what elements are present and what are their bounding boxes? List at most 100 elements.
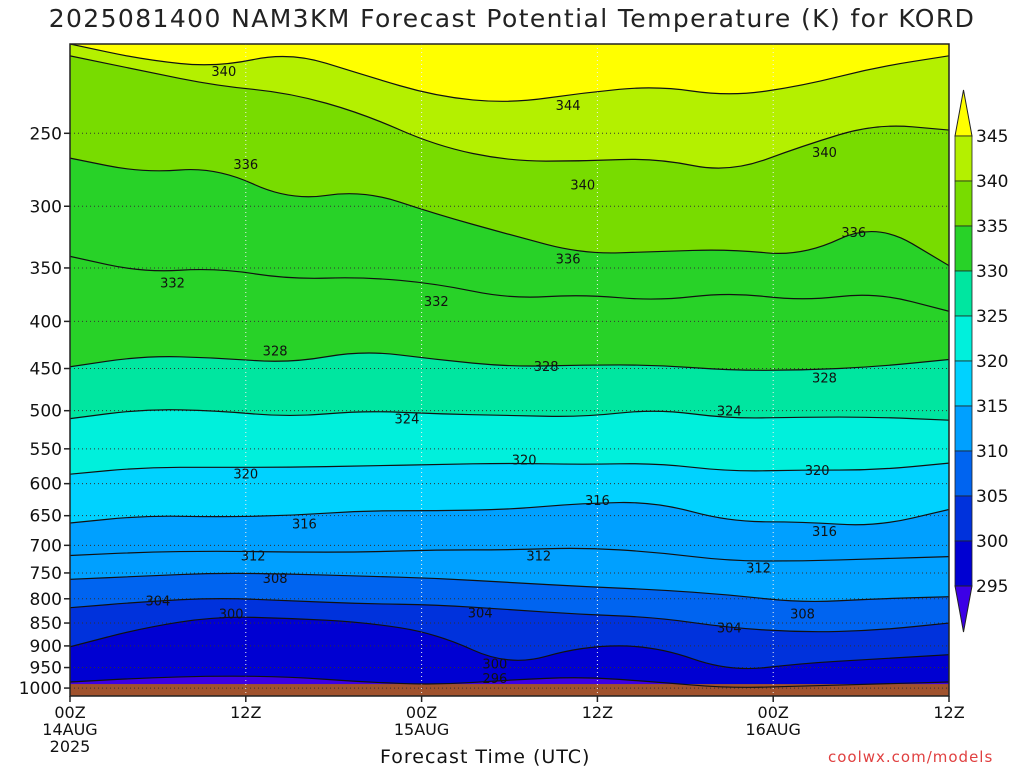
band-300 — [70, 617, 949, 696]
contour-344 — [70, 44, 949, 102]
contour-300 — [70, 616, 949, 670]
contour-label-328-9: 328 — [263, 344, 288, 359]
colorbar-label-325: 325 — [976, 307, 1008, 327]
contour-296 — [70, 675, 949, 688]
colorbar-label-345: 345 — [976, 127, 1008, 147]
y-tick-label-750: 750 — [30, 564, 62, 584]
colorbar-label-340: 340 — [976, 172, 1008, 192]
contour-label-308-23: 308 — [263, 572, 288, 587]
colorbar-band-305 — [954, 450, 973, 497]
contour-label-324-12: 324 — [395, 413, 420, 428]
y-tick-label-1000: 1000 — [19, 679, 62, 699]
y-tick-label-600: 600 — [30, 475, 62, 495]
contour-label-300-28: 300 — [219, 608, 244, 623]
ground-area — [70, 684, 949, 696]
y-tick-label-250: 250 — [30, 124, 62, 144]
contour-308 — [70, 572, 949, 603]
colorbar: 345 340 335 330 325 320 315 310 305 300 295 — [954, 89, 1008, 633]
contour-label-320-14: 320 — [233, 468, 258, 483]
contour-340 — [70, 55, 949, 169]
x-tick-label-60-0: 12Z — [933, 703, 964, 722]
colorbar-label-315: 315 — [976, 397, 1008, 417]
y-tick-label-850: 850 — [30, 614, 62, 634]
y-tick-label-350: 350 — [30, 259, 62, 279]
plot-frame — [69, 43, 950, 697]
y-tick-label-500: 500 — [30, 402, 62, 422]
ground-rect — [70, 684, 949, 696]
contour-label-300-29: 300 — [482, 657, 507, 672]
filled-contours — [70, 44, 949, 696]
colorbar-bottom-arrow — [954, 585, 973, 633]
contour-label-296-30: 296 — [482, 672, 507, 687]
contour-label-340-3: 340 — [570, 178, 595, 193]
y-tick-label-550: 550 — [30, 440, 62, 460]
contour-lines — [70, 44, 949, 688]
x-tick-label-36-0: 12Z — [582, 703, 613, 722]
contour-304 — [70, 598, 949, 633]
colorbar-band-340 — [954, 135, 973, 182]
contour-label-304-25: 304 — [145, 594, 170, 609]
y-tick-label-950: 950 — [30, 659, 62, 679]
contour-label-312-20: 312 — [241, 549, 266, 564]
credit-text: coolwx.com/models — [828, 748, 994, 766]
y-tick-label-700: 700 — [30, 536, 62, 556]
colorbar-label-310: 310 — [976, 442, 1008, 462]
colorbar-label-330: 330 — [976, 262, 1008, 282]
contour-label-336-5: 336 — [556, 253, 581, 268]
contour-336 — [70, 157, 949, 267]
chart-title: 2025081400 NAM3KM Forecast Potential Tem… — [48, 4, 976, 33]
y-axis: 250 300 350 400 450 500 550 600 650 700 750 800 850 9… — [19, 124, 70, 699]
x-tick-label-48-0: 00Z — [758, 703, 789, 722]
contour-316 — [70, 501, 949, 526]
x-tick-label-12-0: 12Z — [230, 703, 261, 722]
colorbar-band-320 — [954, 315, 973, 362]
contour-label-304-26: 304 — [468, 607, 493, 622]
colorbar-band-310 — [954, 405, 973, 452]
contour-label-316-18: 316 — [585, 494, 610, 509]
colorbar-top-arrow — [954, 89, 973, 137]
contour-label-312-22: 312 — [746, 562, 771, 577]
contour-label-316-17: 316 — [292, 518, 317, 533]
contour-label-324-13: 324 — [717, 405, 742, 420]
contour-label-336-2: 336 — [233, 158, 258, 173]
contour-label-312-21: 312 — [526, 549, 551, 564]
contour-label-328-11: 328 — [812, 371, 837, 386]
contour-label-328-10: 328 — [534, 360, 559, 375]
x-tick-label-24-0: 00Z — [406, 703, 437, 722]
colorbar-band-315 — [954, 360, 973, 407]
colorbar-band-325 — [954, 270, 973, 317]
contour-label-320-15: 320 — [512, 454, 537, 469]
contour-label-308-24: 308 — [790, 608, 815, 623]
colorbar-band-295 — [954, 540, 973, 587]
contour-label-344-1: 344 — [556, 99, 581, 114]
contour-312 — [70, 547, 949, 562]
colorbar-band-300 — [954, 495, 973, 542]
y-tick-label-650: 650 — [30, 507, 62, 527]
y-tick-label-900: 900 — [30, 637, 62, 657]
contour-label-332-7: 332 — [160, 277, 185, 292]
contour-label-340-4: 340 — [812, 146, 837, 161]
y-tick-label-450: 450 — [30, 360, 62, 380]
x-tick-label-24-1: 15AUG — [394, 720, 449, 739]
x-tick-label-0-1: 14AUG — [42, 720, 97, 739]
y-tick-label-400: 400 — [30, 312, 62, 332]
colorbar-band-330 — [954, 225, 973, 272]
contour-label-304-27: 304 — [717, 622, 742, 637]
contour-label-340-0: 340 — [211, 65, 236, 80]
colorbar-label-320: 320 — [976, 352, 1008, 372]
contour-328 — [70, 352, 949, 371]
contour-320 — [70, 462, 949, 475]
colorbar-label-305: 305 — [976, 487, 1008, 507]
contour-label-320-16: 320 — [805, 464, 830, 479]
contour-324 — [70, 409, 949, 421]
contour-label-332-8: 332 — [424, 295, 449, 310]
x-axis-title: Forecast Time (UTC) — [380, 746, 591, 768]
x-tick-label-48-1: 16AUG — [745, 720, 800, 739]
contour-label-316-19: 316 — [812, 525, 837, 540]
x-tick-label-0-0: 00Z — [54, 703, 85, 722]
colorbar-label-295: 295 — [976, 577, 1008, 597]
x-tick-label-0-2: 2025 — [50, 737, 91, 756]
colorbar-label-335: 335 — [976, 217, 1008, 237]
